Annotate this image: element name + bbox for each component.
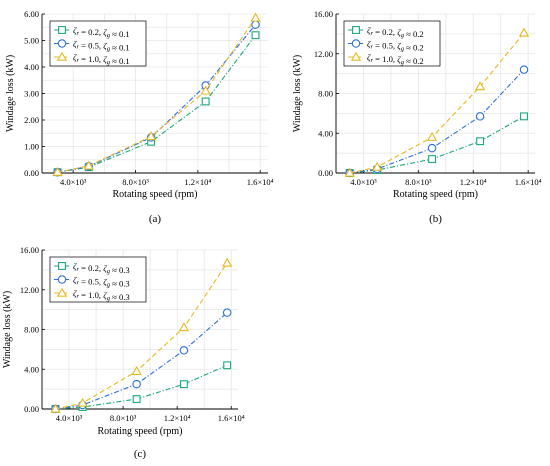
y-tick-label: 1.00 <box>24 142 39 152</box>
y-tick-label: 6.00 <box>24 9 39 19</box>
y-tick-label: 8.00 <box>24 325 39 335</box>
legend: ζr = 0.2, ζg ≈ 0.2ζr = 0.5, ζg ≈ 0.2ζr =… <box>343 20 441 67</box>
chart-panel-1: 0.00 1.00 2.00 3.00 4.00 5.00 6.00 4.0×10³ 8.0×1… <box>5 9 274 225</box>
legend-label: ζr = 1.0, ζg ≈ 0.2 <box>367 52 424 66</box>
legend-label: ζr = 0.2, ζg ≈ 0.3 <box>73 261 130 275</box>
data-point-circle <box>222 308 232 317</box>
data-point-square <box>476 137 485 146</box>
data-point-square <box>428 155 437 164</box>
legend-marker-circle <box>351 39 361 48</box>
legend: ζr = 0.2, ζg ≈ 0.3ζr = 0.5, ζg ≈ 0.3ζr =… <box>49 256 147 303</box>
data-point-square <box>223 361 232 370</box>
legend-marker-triangle <box>56 51 68 61</box>
panel-label: (c) <box>134 448 147 460</box>
y-tick-label: 4.00 <box>24 364 39 374</box>
y-axis-title: Windage loss (kW) <box>5 55 16 132</box>
data-point-circle <box>519 65 529 74</box>
panel-label: (b) <box>429 213 442 225</box>
data-point-triangle <box>178 322 190 332</box>
y-axis-title: Windage loss (kW) <box>2 291 13 368</box>
legend-label: ζr = 1.0, ζg ≈ 0.1 <box>73 52 130 66</box>
data-point-triangle <box>50 403 61 413</box>
legend: ζr = 0.2, ζg ≈ 0.1ζr = 0.5, ζg ≈ 0.1ζr =… <box>49 20 147 67</box>
data-point-circle <box>251 20 260 29</box>
data-point-triangle <box>145 131 157 141</box>
x-axis-title: Rotating speed (rpm) <box>113 189 198 200</box>
data-point-square <box>251 31 260 40</box>
data-point-triangle <box>474 81 486 91</box>
y-tick-label: 4.00 <box>318 128 333 138</box>
x-axis-title: Rotating speed (rpm) <box>98 426 183 437</box>
x-tick-label: 4.0×10³ <box>350 177 377 187</box>
legend-marker-circle <box>57 275 67 284</box>
legend-label: ζr = 0.2, ζg ≈ 0.2 <box>367 25 424 39</box>
series-line <box>57 24 256 173</box>
data-point-circle <box>179 346 189 355</box>
legend-marker-square <box>58 26 66 34</box>
series-line <box>55 312 228 410</box>
y-axis-title: Windage loss (kW) <box>292 55 303 132</box>
chart-panel-2: 0.00 4.00 8.00 12.00 16.00 4.0×10³ 8.0×10³ 1.2×… <box>292 9 542 225</box>
y-tick-label: 0.00 <box>318 168 333 178</box>
x-tick-label: 8.0×10³ <box>110 413 137 423</box>
y-tick-label: 16.00 <box>20 245 39 255</box>
data-point-triangle <box>200 85 211 95</box>
y-tick-label: 0.00 <box>24 168 39 178</box>
data-point-triangle <box>77 397 88 407</box>
data-point-square <box>179 380 188 389</box>
data-point-square <box>132 395 141 404</box>
series-triangle <box>52 12 261 176</box>
data-point-triangle <box>222 257 233 267</box>
x-tick-label: 1.2×10⁴ <box>164 413 191 423</box>
data-point-triangle <box>426 131 438 141</box>
legend-marker-circle <box>57 39 67 48</box>
data-point-square <box>520 112 528 121</box>
legend-label: ζr = 0.5, ζg ≈ 0.3 <box>73 275 130 289</box>
y-tick-label: 4.00 <box>24 62 39 72</box>
legend-marker-triangle <box>350 51 362 61</box>
x-tick-label: 8.0×10³ <box>122 177 149 187</box>
y-tick-label: 8.00 <box>318 89 333 99</box>
x-axis-title: Rotating speed (rpm) <box>393 189 478 200</box>
y-tick-label: 2.00 <box>24 115 39 125</box>
legend-label: ζr = 0.5, ζg ≈ 0.2 <box>367 39 424 53</box>
x-tick-label: 4.0×10³ <box>60 177 87 187</box>
legend-label: ζr = 0.2, ζg ≈ 0.1 <box>73 25 130 39</box>
y-tick-label: 12.00 <box>314 49 333 59</box>
y-tick-label: 16.00 <box>314 9 333 19</box>
data-point-triangle <box>83 160 94 170</box>
data-point-triangle <box>372 161 383 171</box>
x-tick-label: 1.6×10⁴ <box>247 177 274 187</box>
series-triangle <box>50 257 233 413</box>
data-point-circle <box>427 143 437 153</box>
legend-marker-square <box>58 262 66 270</box>
x-tick-label: 1.2×10⁴ <box>460 177 487 187</box>
y-tick-label: 12.00 <box>20 285 39 295</box>
legend-marker-square <box>352 26 360 34</box>
y-tick-label: 5.00 <box>24 36 39 46</box>
data-point-triangle <box>518 27 530 37</box>
x-tick-label: 1.6×10⁴ <box>515 177 542 187</box>
series-triangle <box>344 27 530 177</box>
data-point-triangle <box>52 166 63 176</box>
y-tick-label: 3.00 <box>24 89 39 99</box>
y-tick-label: 0.00 <box>24 404 39 414</box>
data-point-triangle <box>131 365 142 375</box>
legend-label: ζr = 1.0, ζg ≈ 0.3 <box>73 288 130 302</box>
legend-marker-triangle <box>56 287 68 297</box>
legend-label: ζr = 0.5, ζg ≈ 0.1 <box>73 39 130 53</box>
data-point-circle <box>132 379 141 389</box>
data-point-square <box>201 97 210 106</box>
x-tick-label: 4.0×10³ <box>56 413 83 423</box>
data-point-triangle <box>344 167 355 177</box>
data-point-triangle <box>250 12 261 22</box>
chart-panel-3: 0.00 4.00 8.00 12.00 16.00 4.0×10³ 8.0×10³ 1.2×… <box>2 245 245 460</box>
x-tick-label: 1.6×10⁴ <box>218 413 245 423</box>
panel-label: (a) <box>149 213 162 225</box>
x-tick-label: 1.2×10⁴ <box>184 177 211 187</box>
x-tick-label: 8.0×10³ <box>405 177 432 187</box>
data-point-circle <box>475 112 485 121</box>
